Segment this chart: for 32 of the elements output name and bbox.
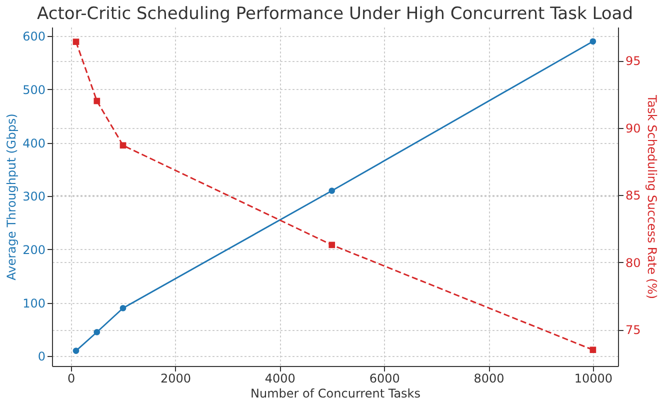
x-tick-label: 4000 (264, 372, 296, 386)
y2-axis-title: Task Scheduling Success Rate (%) (644, 94, 659, 300)
x-tick-label: 0 (67, 372, 76, 386)
point (72, 38, 80, 45)
y-tick-label: 300 (22, 190, 46, 204)
y-tick-label: 100 (22, 296, 46, 310)
y2-tick-label: 75 (626, 323, 641, 338)
point (94, 328, 100, 336)
chart-title: Actor-Critic Scheduling Performance Under High Concurrent Task Load (37, 4, 633, 24)
point (120, 304, 126, 312)
point (328, 242, 336, 248)
y2-tick-label: 85 (626, 188, 641, 203)
y2-tick-label: 95 (626, 54, 641, 68)
point (120, 142, 126, 149)
y-tick-label: 400 (22, 136, 46, 150)
y-tick-label: 600 (22, 30, 46, 44)
point (590, 38, 596, 45)
point (590, 346, 596, 354)
y2-tick-label: 80 (626, 256, 641, 270)
y-tick-label: 0 (38, 350, 46, 364)
x-tick-label: 8000 (474, 372, 504, 386)
x-tick-label: 6000 (369, 372, 400, 386)
point (328, 188, 336, 194)
y-axis-title: Average Throughput (Gbps) (4, 114, 19, 280)
x-axis-title: Number of Concurrent Tasks (250, 386, 420, 400)
y-tick-label: 500 (22, 82, 46, 97)
y2-tick-label: 90 (626, 121, 641, 136)
x-tick-label: 10000 (574, 372, 613, 386)
y-tick-label: 200 (22, 242, 46, 257)
point (94, 98, 100, 104)
point (72, 348, 80, 354)
x-tick-label: 2000 (160, 372, 191, 386)
